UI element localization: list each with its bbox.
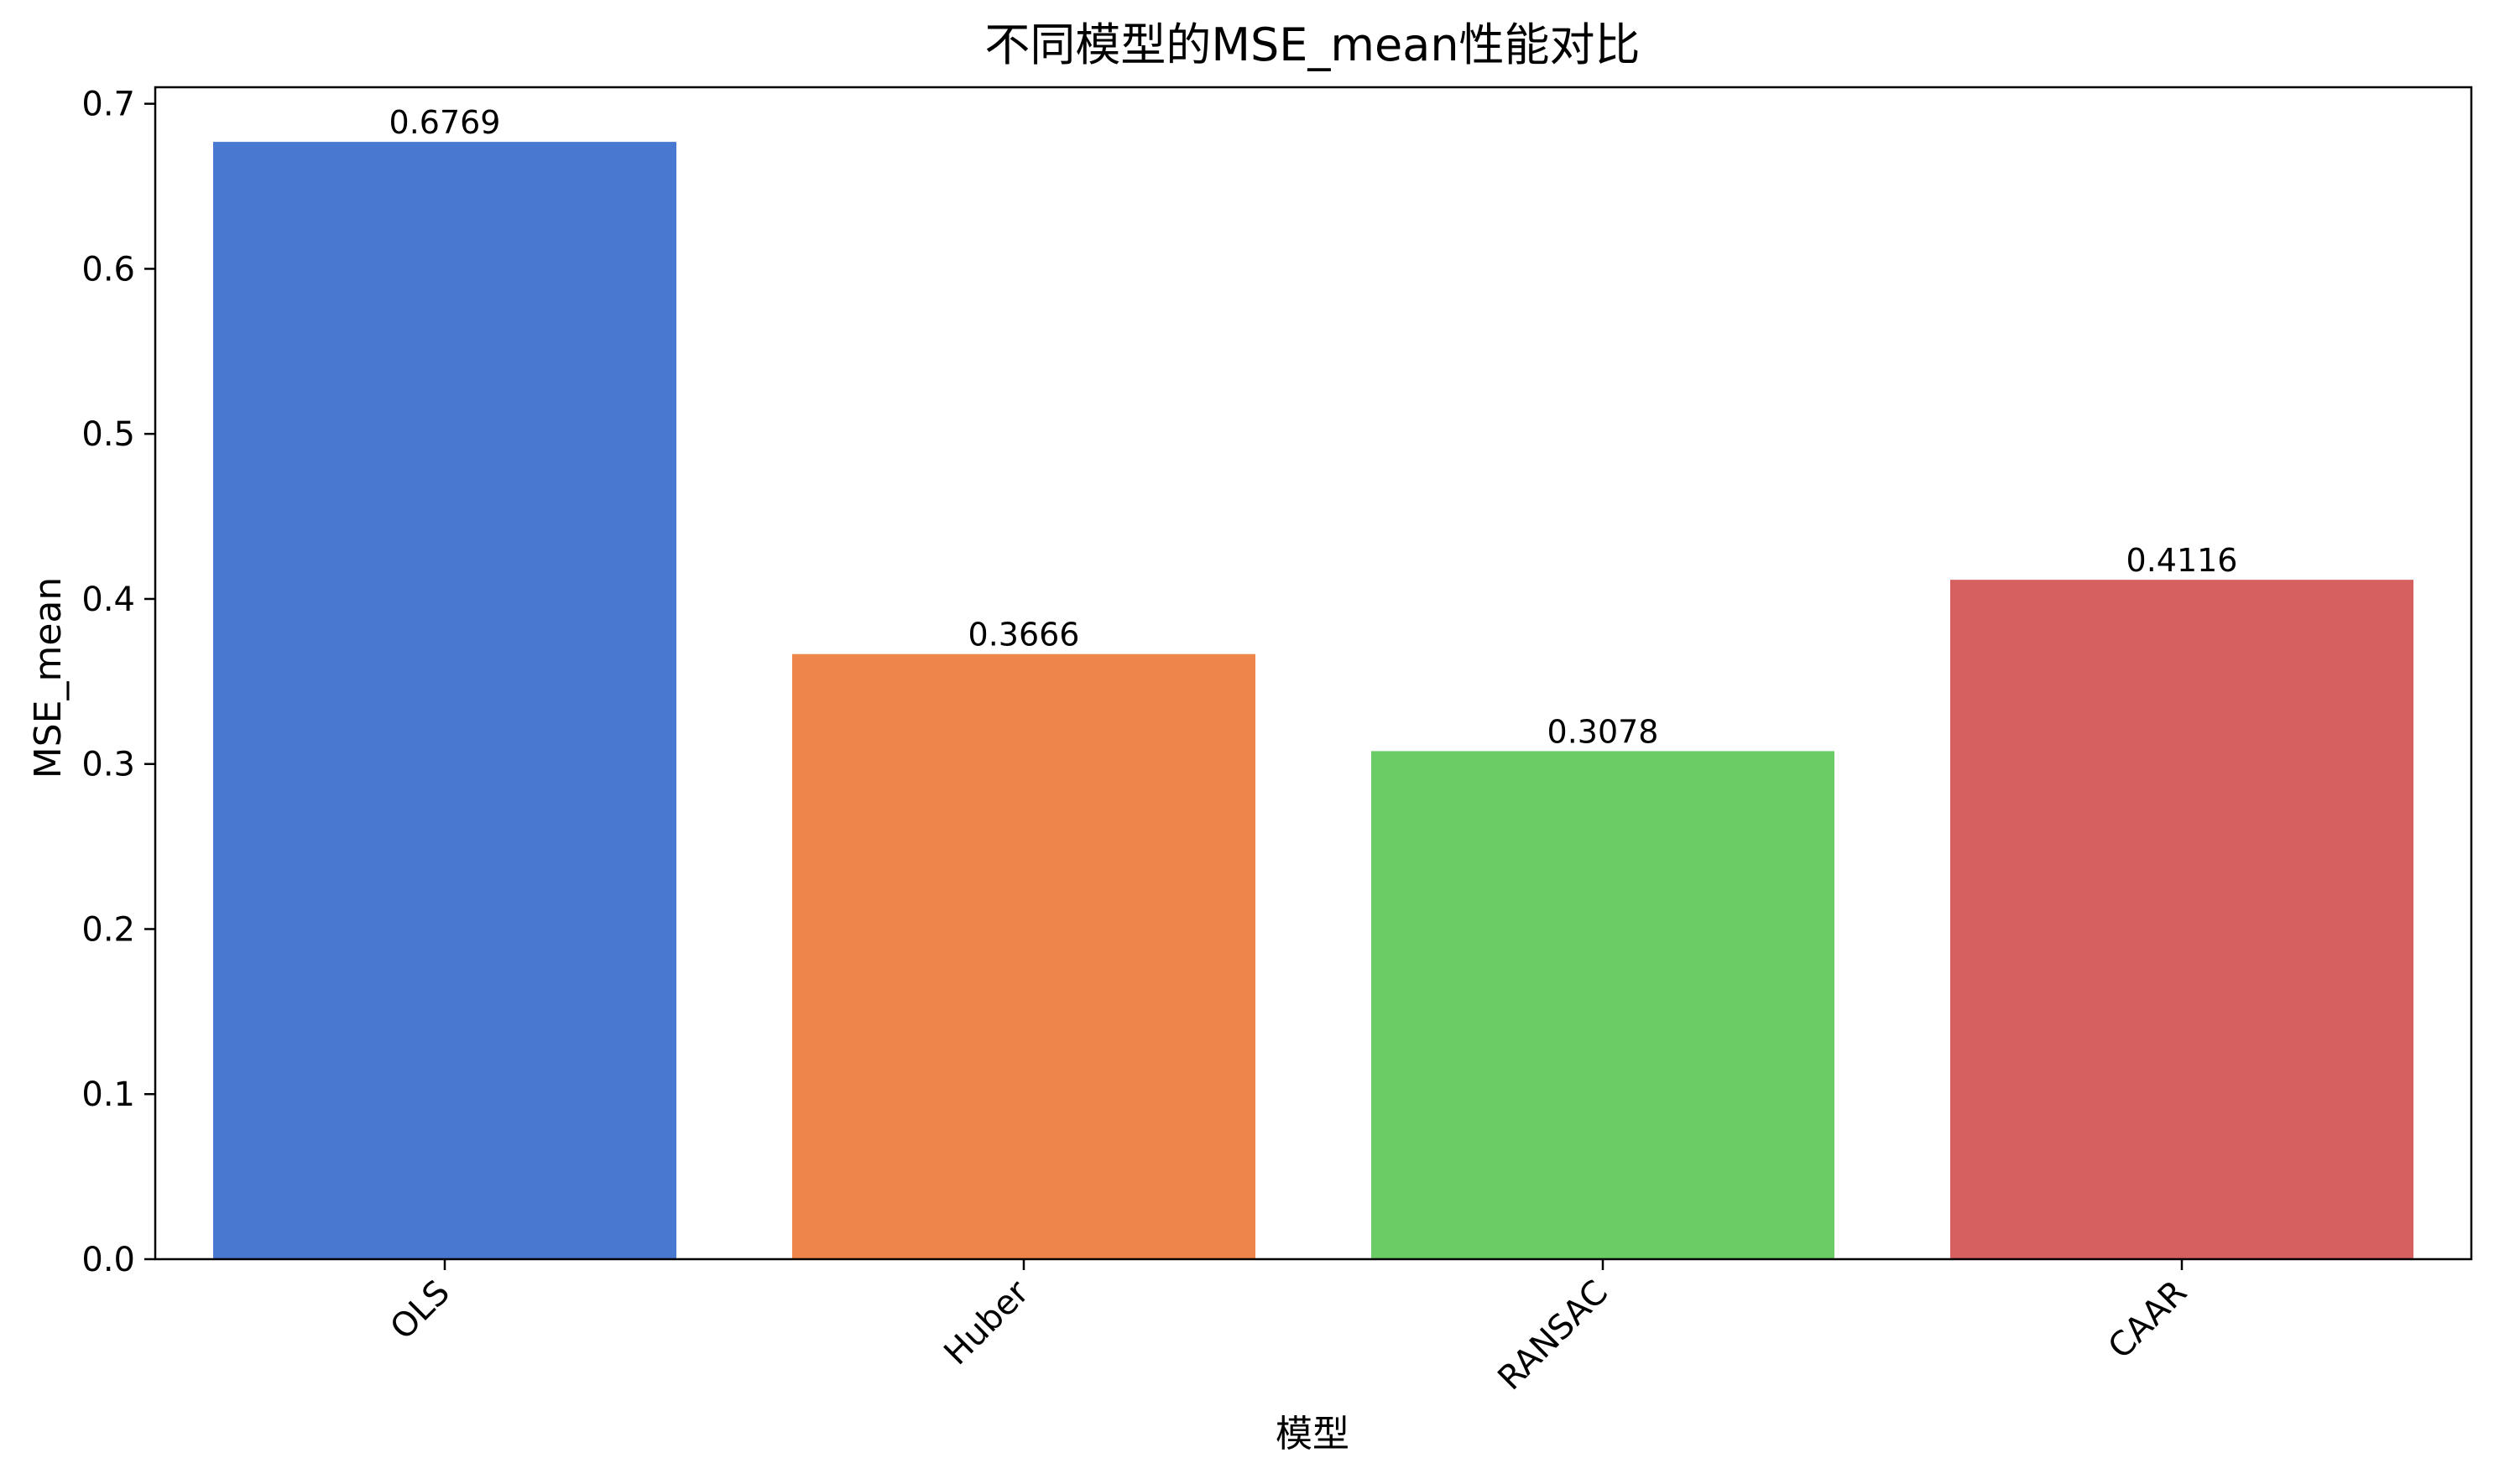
- y-tick-label: 0.2: [81, 910, 135, 949]
- bar-value-label: 0.3078: [1547, 713, 1659, 750]
- y-tick-label: 0.7: [81, 86, 135, 124]
- y-tick-label: 0.5: [81, 415, 135, 454]
- x-axis-label: 模型: [1276, 1413, 1349, 1455]
- y-tick-label: 0.1: [81, 1075, 135, 1114]
- value-labels-group: 0.6769 0.3666 0.3078 0.4116: [389, 104, 2238, 750]
- y-axis-ticks: 0.0 0.1 0.2 0.3 0.4 0.5 0.6 0.7: [81, 86, 155, 1279]
- bar-ransac: [1371, 751, 1834, 1259]
- y-axis-label: MSE_mean: [27, 577, 70, 778]
- bar-huber: [792, 653, 1255, 1259]
- y-tick-label: 0.0: [81, 1241, 135, 1279]
- bars-group: [213, 142, 2413, 1260]
- y-tick-label: 0.3: [81, 746, 135, 784]
- bar-caar: [1950, 580, 2413, 1259]
- plot-frame: [154, 86, 2473, 1261]
- bar-value-label: 0.4116: [2126, 542, 2238, 579]
- chart-title: 不同模型的MSE_mean性能对比: [984, 18, 1640, 71]
- bar-value-label: 0.6769: [389, 104, 501, 141]
- y-tick-label: 0.4: [81, 581, 135, 619]
- y-tick-label: 0.6: [81, 250, 135, 289]
- bar-ols: [213, 142, 676, 1260]
- bar-value-label: 0.3666: [968, 617, 1080, 653]
